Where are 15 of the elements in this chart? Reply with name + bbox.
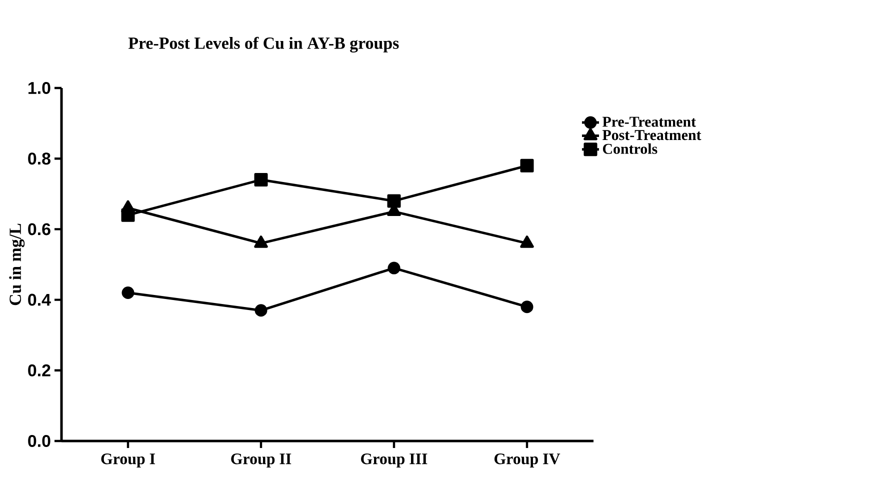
legend-label: Post-Treatment	[602, 130, 702, 140]
legend-label: Pre-Treatment	[602, 116, 696, 127]
x-tick-label: Group II	[231, 454, 292, 468]
x-tick-label: Group III	[361, 454, 428, 468]
y-tick-label: 1.0	[28, 82, 50, 94]
x-tick-label: Group I	[101, 454, 155, 468]
legend-label: Controls	[602, 143, 658, 154]
y-tick-label: 0.8	[28, 152, 50, 165]
chart-title: Pre-Post Levels of Cu in AY-B groups	[128, 36, 399, 52]
y-tick-label: 0.4	[28, 294, 51, 306]
y-tick-label: 0.2	[28, 364, 50, 376]
y-tick-label: 0.6	[28, 223, 50, 236]
y-tick-label: 0.0	[28, 435, 50, 447]
y-axis-title: Cu in mg/L	[9, 224, 25, 306]
x-tick-label: Group IV	[494, 454, 560, 468]
